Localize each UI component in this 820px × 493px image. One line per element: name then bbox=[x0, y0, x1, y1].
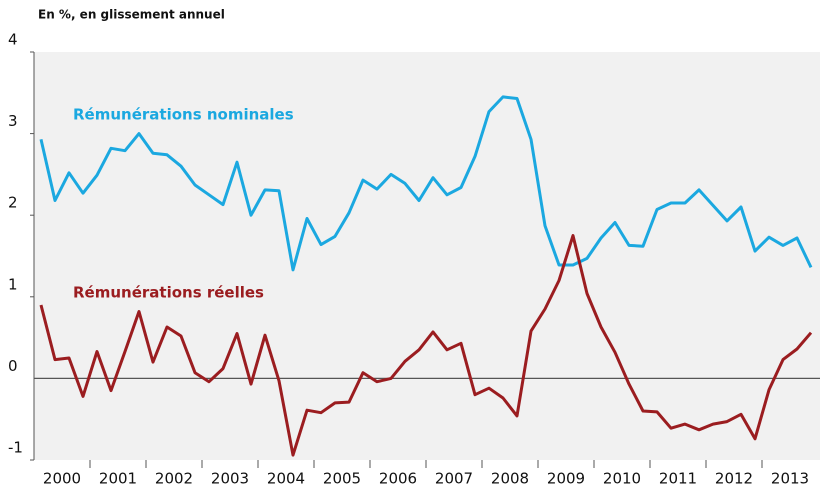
series-label: Rémunérations réelles bbox=[73, 284, 264, 302]
x-tick-label: 2010 bbox=[603, 470, 641, 488]
y-tick-label: 4 bbox=[8, 31, 18, 49]
x-tick-label: 2013 bbox=[771, 470, 809, 488]
series-line bbox=[39, 95, 813, 272]
x-tick-label: 2007 bbox=[435, 470, 473, 488]
y-tick-label: 0 bbox=[8, 357, 18, 375]
x-tick-label: 2006 bbox=[379, 470, 417, 488]
series-line bbox=[39, 234, 813, 457]
plot-background bbox=[34, 52, 820, 460]
x-tick-label: 2002 bbox=[155, 470, 193, 488]
x-tick-label: 2012 bbox=[715, 470, 753, 488]
x-tick-label: 2011 bbox=[659, 470, 697, 488]
y-tick-label: -1 bbox=[8, 439, 23, 457]
y-tick-label: 1 bbox=[8, 275, 18, 293]
x-tick-label: 2005 bbox=[323, 470, 361, 488]
series-label: Rémunérations nominales bbox=[73, 106, 294, 124]
x-tick-label: 2003 bbox=[211, 470, 249, 488]
x-tick-label: 2004 bbox=[267, 470, 305, 488]
x-tick-label: 2001 bbox=[99, 470, 137, 488]
x-tick-label: 2000 bbox=[43, 470, 81, 488]
x-tick-label: 2009 bbox=[547, 470, 585, 488]
y-tick-label: 2 bbox=[8, 194, 18, 212]
x-tick-label: 2008 bbox=[491, 470, 529, 488]
y-tick-label: 3 bbox=[8, 112, 18, 130]
chart-subtitle: En %, en glissement annuel bbox=[38, 8, 225, 22]
